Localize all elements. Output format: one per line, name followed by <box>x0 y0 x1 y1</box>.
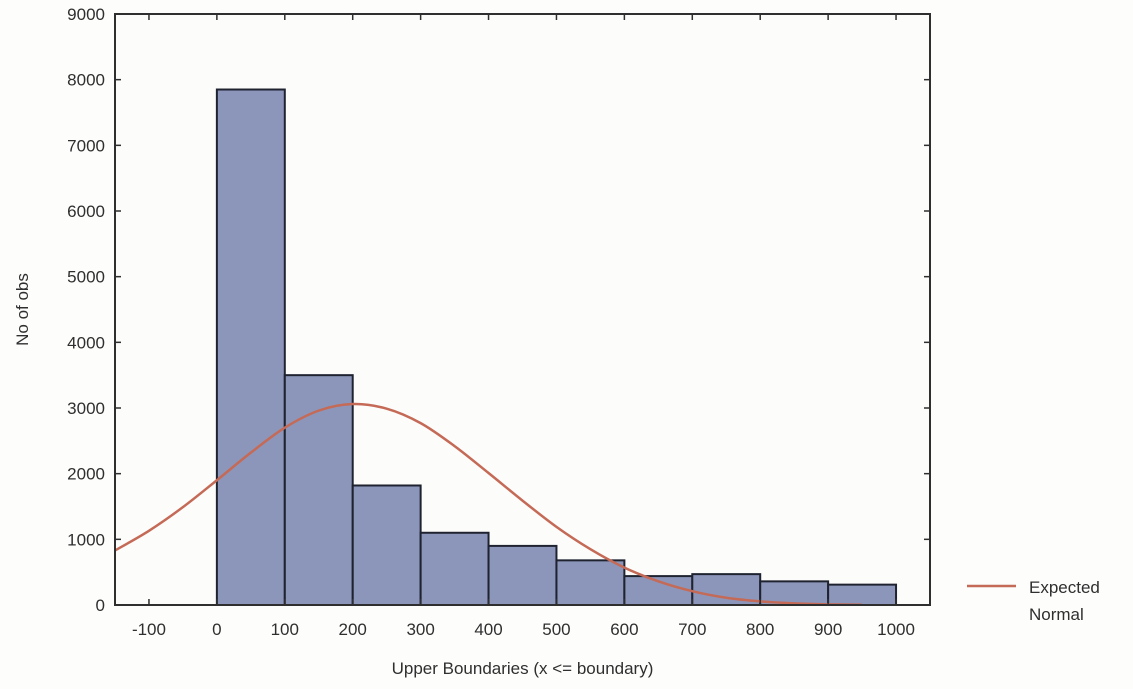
x-tick-label: 600 <box>610 620 638 639</box>
expected-normal-curve <box>114 402 863 606</box>
x-tick-label: 1000 <box>877 620 915 639</box>
y-tick-label: 0 <box>96 596 105 615</box>
histogram-bar <box>827 583 898 606</box>
plot-frame <box>114 13 931 606</box>
histogram-bar <box>215 88 286 607</box>
legend-label-line1: Expected <box>1029 578 1100 597</box>
x-tick-label: 200 <box>339 620 367 639</box>
x-tick-label: 500 <box>542 620 570 639</box>
x-tick-label: 300 <box>406 620 434 639</box>
y-tick-label: 2000 <box>67 465 105 484</box>
x-tick-label: 0 <box>212 620 221 639</box>
y-tick-label: 1000 <box>67 530 105 549</box>
x-tick-label: 900 <box>814 620 842 639</box>
y-tick-label: 5000 <box>67 268 105 287</box>
y-tick-label: 6000 <box>67 202 105 221</box>
histogram-bar <box>419 531 490 606</box>
x-tick-label: 400 <box>474 620 502 639</box>
x-tick-label: 100 <box>271 620 299 639</box>
histogram-bar <box>283 374 354 606</box>
x-axis-label: Upper Boundaries (x <= boundary) <box>392 659 654 678</box>
y-tick-label: 3000 <box>67 399 105 418</box>
histogram-bar <box>555 559 626 607</box>
y-axis-label: No of obs <box>13 273 32 346</box>
y-tick-label: 7000 <box>67 136 105 155</box>
y-tick-label: 4000 <box>67 333 105 352</box>
x-tick-label: -100 <box>132 620 166 639</box>
x-tick-label: 700 <box>678 620 706 639</box>
legend-label-line2: Normal <box>1029 605 1084 624</box>
y-tick-label: 9000 <box>67 5 105 24</box>
histogram-bar <box>351 484 422 606</box>
y-tick-label: 8000 <box>67 71 105 90</box>
histogram-bar <box>487 544 558 607</box>
x-tick-label: 800 <box>746 620 774 639</box>
